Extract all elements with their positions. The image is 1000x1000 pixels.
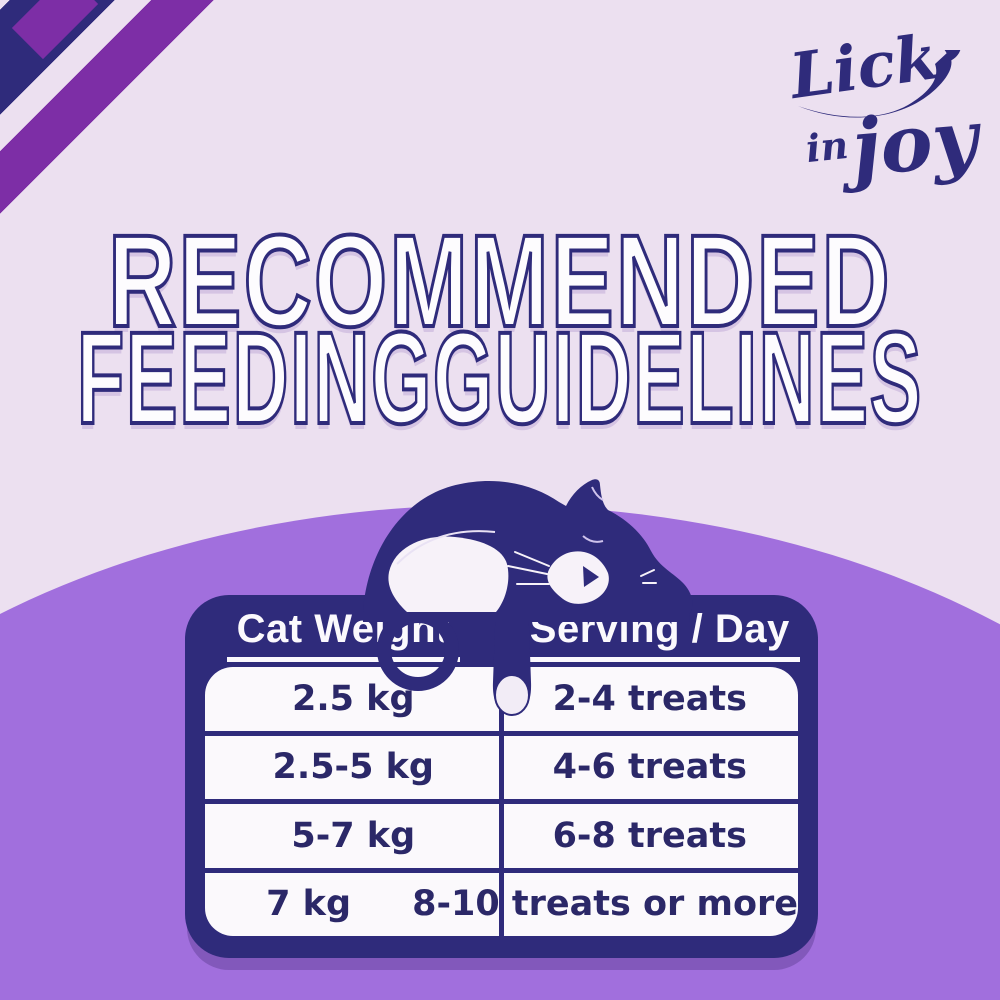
sleeping-cat-illustration xyxy=(363,479,693,716)
page-title: RECOMMENDED FEEDING GUIDELINES xyxy=(0,213,1000,451)
cell-serving: 8-10 treats or more xyxy=(412,884,798,925)
cell-weight: 2.5-5 kg xyxy=(272,747,434,788)
cell-serving: 4-6 treats xyxy=(552,747,747,788)
logo-word-in: in xyxy=(803,121,851,172)
cell-weight: 7 kg xyxy=(266,884,351,925)
corner-stripe-patch xyxy=(11,0,99,60)
cell-serving: 6-8 treats xyxy=(552,815,747,856)
brand-logo: Lick in joy xyxy=(780,12,990,212)
cell-weight: 5-7 kg xyxy=(291,815,416,856)
logo-word-joy: joy xyxy=(848,92,982,195)
title-line-2: FEEDING GUIDELINES xyxy=(76,304,924,451)
